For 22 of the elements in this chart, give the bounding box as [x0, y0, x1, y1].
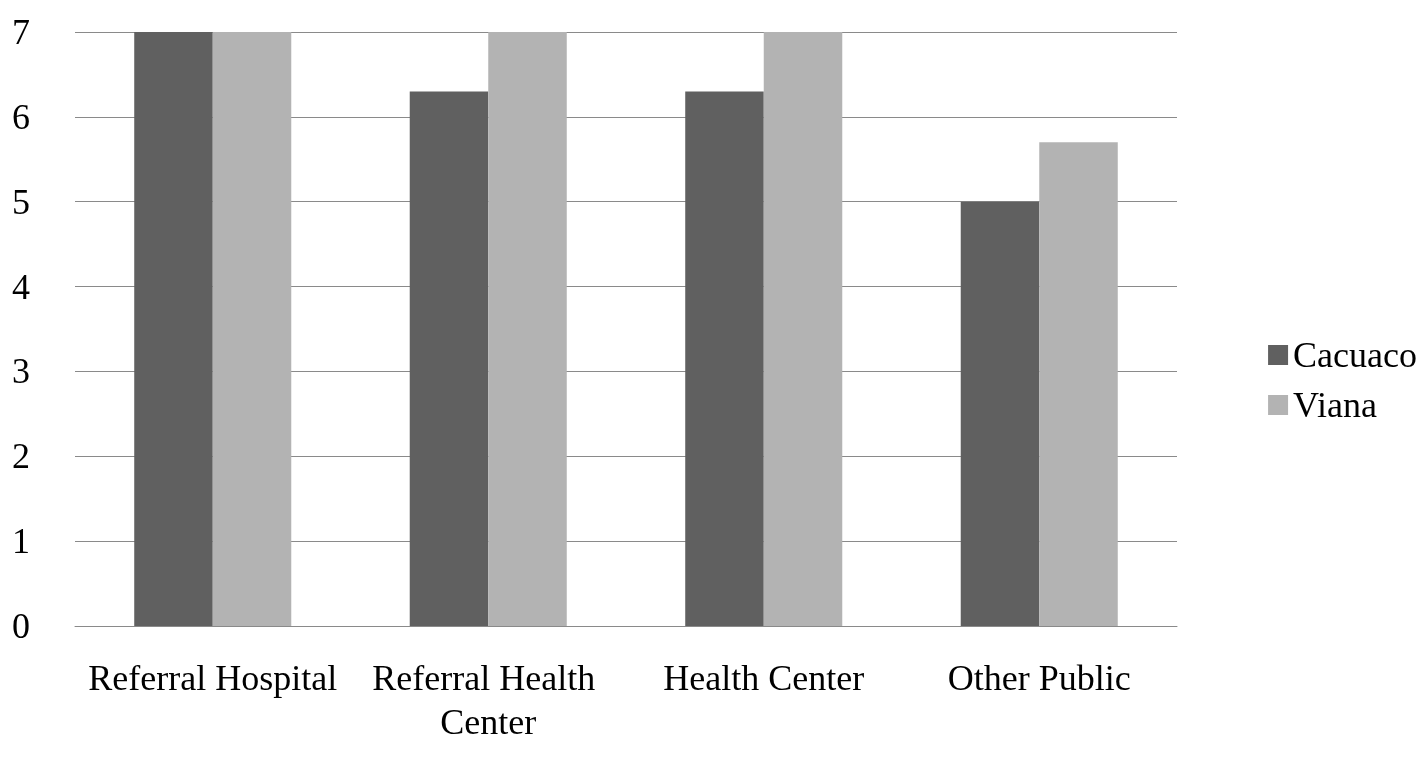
- y-tick-label: 1: [12, 521, 30, 562]
- bar: [685, 91, 764, 626]
- y-tick-label: 2: [12, 436, 30, 477]
- bar: [1039, 142, 1118, 626]
- legend-label: Cacuaco: [1293, 335, 1418, 375]
- y-tick-label: 3: [12, 351, 30, 392]
- bar: [488, 32, 567, 626]
- x-tick-label: Other Public: [947, 658, 1131, 698]
- y-tick-label: 7: [12, 12, 30, 52]
- y-tick-label: 5: [12, 181, 30, 222]
- x-tick-label: Referral Hospital: [88, 658, 338, 698]
- legend-label: Viana: [1293, 385, 1377, 425]
- bar: [960, 201, 1040, 626]
- bar: [409, 91, 489, 626]
- bar: [134, 32, 213, 626]
- x-tick-label: Referral Health Center: [372, 658, 605, 742]
- y-tick-label: 4: [12, 266, 30, 307]
- x-tick-label: Health Center: [663, 658, 865, 698]
- bar: [212, 32, 292, 626]
- y-tick-label: 0: [12, 606, 30, 646]
- y-tick-label: 6: [12, 96, 30, 137]
- bar: [763, 32, 843, 626]
